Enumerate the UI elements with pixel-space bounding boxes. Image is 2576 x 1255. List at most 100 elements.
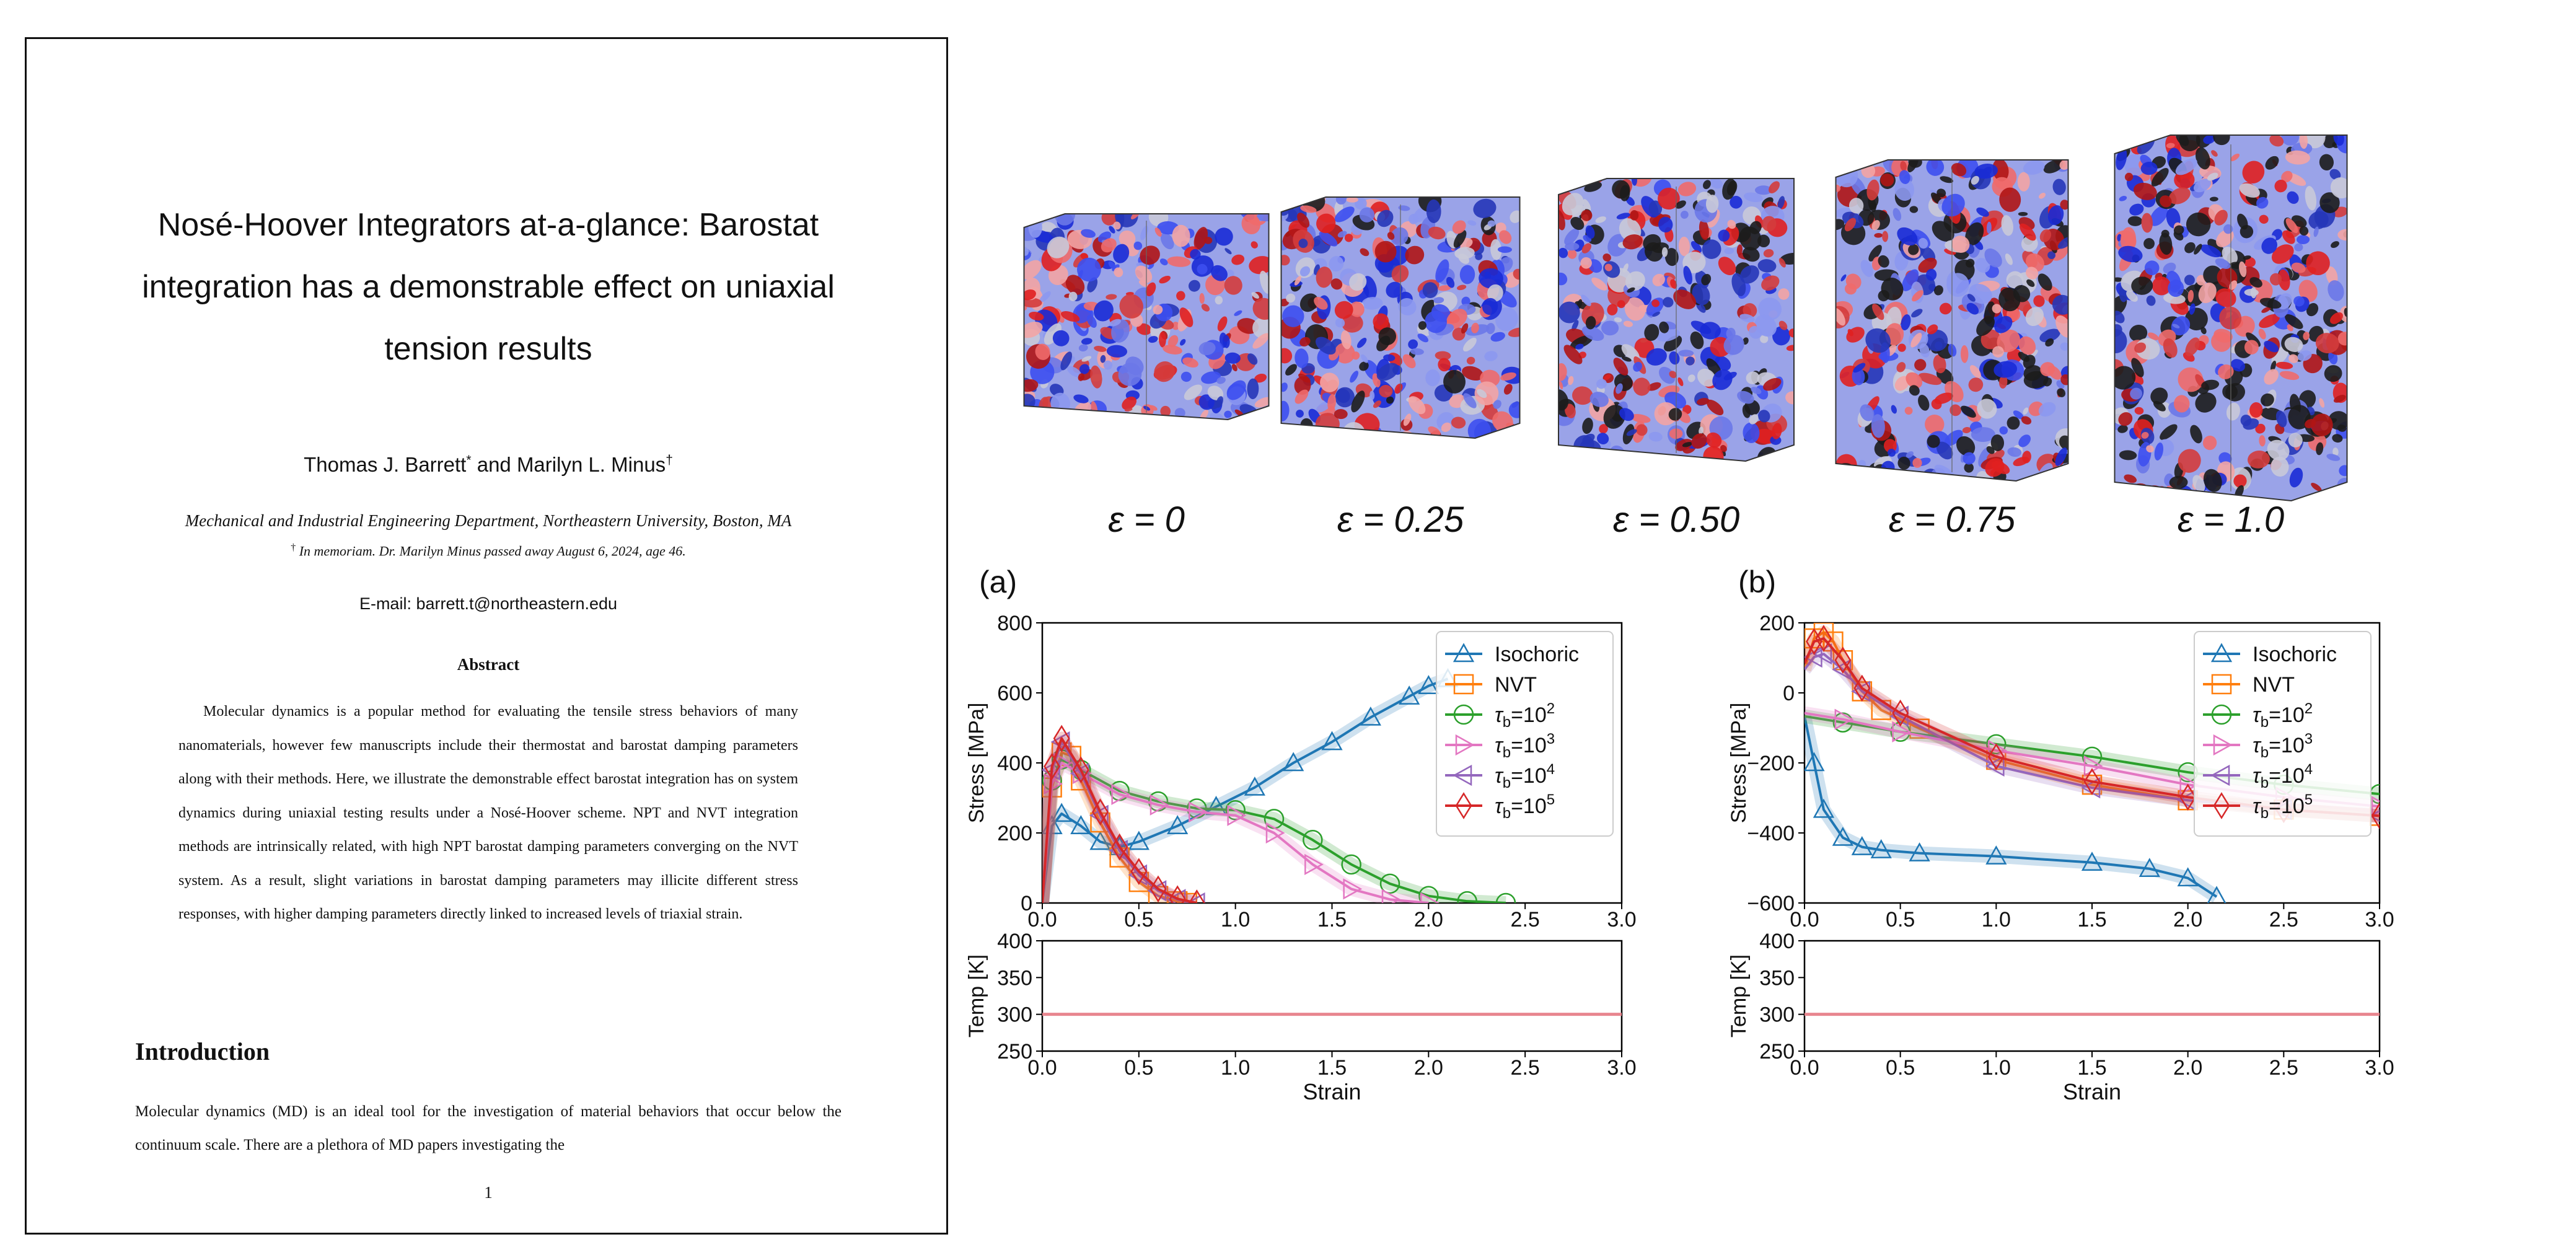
- chart-a-temp-ylabel: Temp [K]: [965, 954, 988, 1037]
- memoriam-mark: †: [291, 542, 296, 553]
- chart-b-stress-point-5: [1805, 628, 1822, 656]
- chart-a-stress-point-4: [1185, 892, 1205, 903]
- chart-a-stress-legend-label: τb=104: [1495, 761, 1555, 791]
- chart-a-stress-legend-marker: [1453, 764, 1472, 786]
- chart-a-stress-point-0: [1128, 830, 1150, 850]
- chart-b-stress-point-1: [1909, 718, 1930, 739]
- abstract-body: Molecular dynamics is a popular method f…: [178, 703, 798, 922]
- chart-b-stress-point-0: [2207, 886, 2227, 903]
- chart-b-stress-point-3: [1892, 721, 1912, 742]
- chart-a-stress-xtick: 2.0: [1414, 908, 1443, 931]
- chart-a-stress-point-5: [1169, 885, 1186, 903]
- chart-b-stress-xtick: 1.0: [1982, 908, 2011, 931]
- chart-a-stress-xtick: 3.0: [1607, 908, 1636, 931]
- md-snapshot-4: [2114, 134, 2348, 502]
- strain-label-4: ε = 1.0: [2178, 500, 2284, 540]
- chart-b-stress-point-5: [2083, 768, 2101, 796]
- chart-a-stress-point-3: [1343, 878, 1363, 900]
- chart-a-stress-point-5: [1188, 889, 1205, 903]
- memoriam-text: In memoriam. Dr. Marilyn Minus passed aw…: [299, 543, 686, 559]
- chart-b-stress-xtick: 2.0: [2173, 908, 2202, 931]
- chart-b-stress-point-4: [1985, 755, 2005, 777]
- chart-a-stress-point-3: [1227, 804, 1247, 826]
- chart-b-stress-point-0: [2177, 867, 2199, 887]
- chart-a-stress-point-0: [1089, 830, 1111, 850]
- chart-a-stress-point-5: [1092, 798, 1109, 826]
- chart-b-stress-ytick: −600: [1747, 892, 1795, 915]
- chart-a-stress-point-0: [1321, 731, 1343, 751]
- chart-a-stress-legend-label: τb=105: [1495, 791, 1555, 822]
- chart-a-stress-point-3: [1381, 889, 1401, 903]
- chart-a-stress-point-0: [1244, 776, 1265, 796]
- chart-b-stress-point-0: [1870, 839, 1892, 858]
- chart-a-stress-point-2: [1495, 892, 1516, 903]
- chart-a-stress-legend-marker: [1455, 734, 1475, 756]
- chart-a-stress-point-2: [1457, 891, 1477, 903]
- chart-a-stress-point-5: [1130, 858, 1148, 886]
- chart-b-stress-point-3: [2371, 796, 2380, 817]
- chart-a-stress-point-5: [1053, 724, 1070, 752]
- chart-a-stress-xtick: 1.0: [1221, 908, 1250, 931]
- chart-a-stress-series-3: [1042, 762, 1429, 903]
- chart-a-stress-ytick: 600: [997, 682, 1032, 705]
- chart-a-stress-point-5: [1111, 833, 1128, 861]
- email-label: E-mail:: [359, 594, 416, 613]
- panel-a-label: (a): [979, 565, 1018, 599]
- chart-a-stress-ylabel: Stress [MPa]: [965, 703, 988, 824]
- chart-a-temp-xtick: 0.5: [1124, 1056, 1153, 1080]
- figure: ε = 0 ε = 0.25 ε = 0.50 ε = 0.75 ε = 1.0 (a)…: [961, 0, 2576, 1255]
- chart-a-stress-xtick: 0.5: [1124, 908, 1153, 931]
- chart-a-temp-ytick: 250: [997, 1040, 1032, 1063]
- chart-b-stress-point-3: [1834, 708, 1854, 730]
- chart-b-stress-ytick: −200: [1747, 752, 1795, 775]
- abstract-heading: Abstract: [457, 655, 520, 674]
- chart-b-stress-legend-label: Isochoric: [2253, 643, 2337, 666]
- chart-b-stress-point-5: [1834, 646, 1852, 674]
- chart-b-stress-ytick: 200: [1759, 612, 1795, 635]
- chart-a-temp-ytick: 400: [997, 930, 1032, 953]
- chart-b-stress-xtick: 2.5: [2269, 908, 2298, 931]
- chart-a-stress-point-3: [1265, 822, 1285, 844]
- chart-b-stress-point-5: [1853, 674, 1871, 702]
- chart-a-stress-legend-marker: [1453, 674, 1474, 695]
- chart-a-stress-point-2: [1341, 854, 1361, 875]
- chart-a-stress-legend-marker: [1453, 643, 1475, 663]
- chart-a-temp-xtick: 1.0: [1221, 1056, 1250, 1080]
- chart-b-stress-legend-marker: [2210, 643, 2233, 663]
- strain-label-0: ε = 0: [1108, 500, 1185, 540]
- chart-a-temp-xtick: 3.0: [1607, 1056, 1636, 1080]
- chart-a-temp-xlabel: Strain: [1303, 1079, 1361, 1104]
- author-2-mark: †: [666, 453, 673, 467]
- chart-a-stress-point-5: [1072, 756, 1089, 784]
- author-1: Thomas J. Barrett: [304, 453, 467, 476]
- chart-a-stress-legend-label: τb=102: [1495, 700, 1555, 731]
- introduction-heading: Introduction: [135, 1037, 270, 1065]
- chart-a-stress-ytick: 0: [1021, 892, 1032, 915]
- chart-b-stress-legend-label: τb=104: [2253, 761, 2313, 791]
- chart-a-temp-ytick: 350: [997, 966, 1032, 990]
- chart-b-stress-legend-marker: [2210, 764, 2230, 786]
- panel-b-label: (b): [1738, 565, 1777, 599]
- chart-b-temp-xtick: 0.5: [1886, 1056, 1915, 1080]
- page-number: 1: [484, 1183, 493, 1202]
- chart-b-stress-legend-box: [2194, 631, 2372, 837]
- chart-a-stress-point-3: [1420, 892, 1440, 903]
- chart-b-stress-point-0: [2139, 858, 2160, 878]
- chart-b-stress-point-5: [1987, 743, 2005, 770]
- md-snapshot-0: [1023, 213, 1270, 421]
- chart-b-stress-legend-label: τb=105: [2253, 791, 2313, 822]
- chart-b-stress-point-2: [1986, 734, 2007, 755]
- chart-a-stress-ytick: 200: [997, 822, 1032, 845]
- paper-page: Nosé-Hoover Integrators at-a-glance: Bar…: [25, 37, 948, 1235]
- chart-b-stress-point-5: [1815, 625, 1832, 652]
- chart-b-temp-xtick: 2.0: [2173, 1056, 2202, 1080]
- chart-a-stress-point-2: [1225, 800, 1246, 821]
- paper-affiliation: Mechanical and Industrial Engineering De…: [185, 511, 792, 530]
- chart-a-stress-point-3: [1189, 801, 1208, 823]
- chart-a-stress-xtick: 0.0: [1027, 908, 1057, 931]
- paper-email: E-mail: barrett.t@northeastern.edu: [101, 594, 876, 614]
- email-address[interactable]: barrett.t@northeastern.edu: [416, 594, 618, 613]
- chart-b-stress-xtick: 1.5: [2077, 908, 2106, 931]
